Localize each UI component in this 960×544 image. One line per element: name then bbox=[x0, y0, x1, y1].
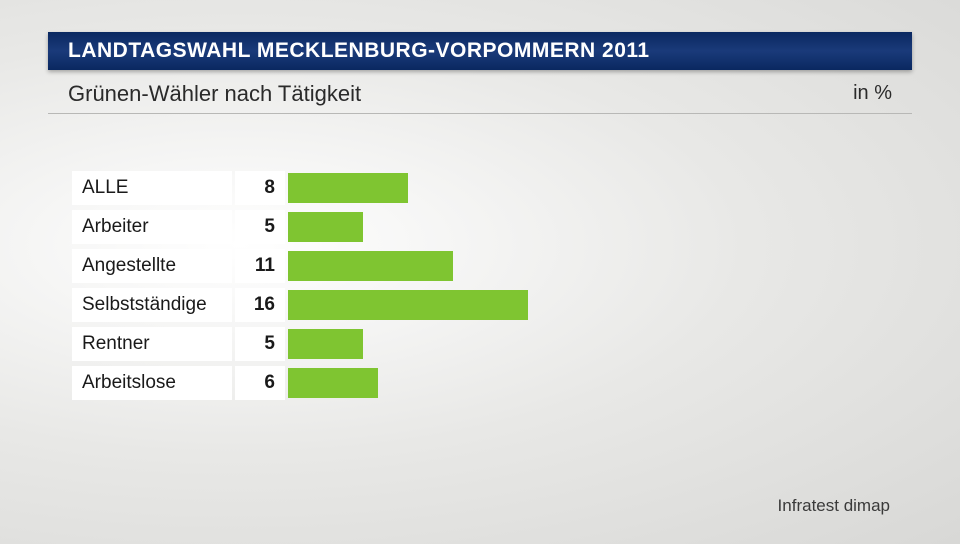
bar-cell bbox=[288, 210, 892, 244]
row-value: 8 bbox=[235, 171, 285, 205]
subtitle-bar: Grünen-Wähler nach Tätigkeit in % bbox=[48, 74, 912, 114]
bar bbox=[288, 290, 528, 320]
row-label: Arbeitslose bbox=[72, 366, 232, 400]
row-label: Arbeiter bbox=[72, 210, 232, 244]
row-value: 6 bbox=[235, 366, 285, 400]
bar bbox=[288, 173, 408, 203]
bar-cell bbox=[288, 171, 892, 205]
bar-cell bbox=[288, 288, 892, 322]
row-value: 5 bbox=[235, 327, 285, 361]
header-bar: LANDTAGSWAHL MECKLENBURG-VORPOMMERN 2011 bbox=[48, 32, 912, 70]
bar-cell bbox=[288, 249, 892, 283]
bar bbox=[288, 251, 453, 281]
source-label: Infratest dimap bbox=[778, 496, 890, 516]
row-label: Selbstständige bbox=[72, 288, 232, 322]
chart-row: ALLE8 bbox=[72, 170, 892, 206]
chart-row: Arbeiter5 bbox=[72, 209, 892, 245]
row-value: 11 bbox=[235, 249, 285, 283]
row-label: Angestellte bbox=[72, 249, 232, 283]
bar bbox=[288, 368, 378, 398]
chart-row: Selbstständige16 bbox=[72, 287, 892, 323]
row-value: 16 bbox=[235, 288, 285, 322]
header-title: LANDTAGSWAHL MECKLENBURG-VORPOMMERN 2011 bbox=[68, 39, 650, 63]
row-label: Rentner bbox=[72, 327, 232, 361]
unit-label: in % bbox=[853, 82, 892, 105]
chart-area: ALLE8Arbeiter5Angestellte11Selbstständig… bbox=[72, 170, 892, 404]
chart-row: Arbeitslose6 bbox=[72, 365, 892, 401]
chart-row: Rentner5 bbox=[72, 326, 892, 362]
bar-cell bbox=[288, 366, 892, 400]
row-value: 5 bbox=[235, 210, 285, 244]
bar bbox=[288, 329, 363, 359]
row-label: ALLE bbox=[72, 171, 232, 205]
chart-row: Angestellte11 bbox=[72, 248, 892, 284]
subtitle: Grünen-Wähler nach Tätigkeit bbox=[68, 81, 361, 107]
bar-cell bbox=[288, 327, 892, 361]
bar bbox=[288, 212, 363, 242]
